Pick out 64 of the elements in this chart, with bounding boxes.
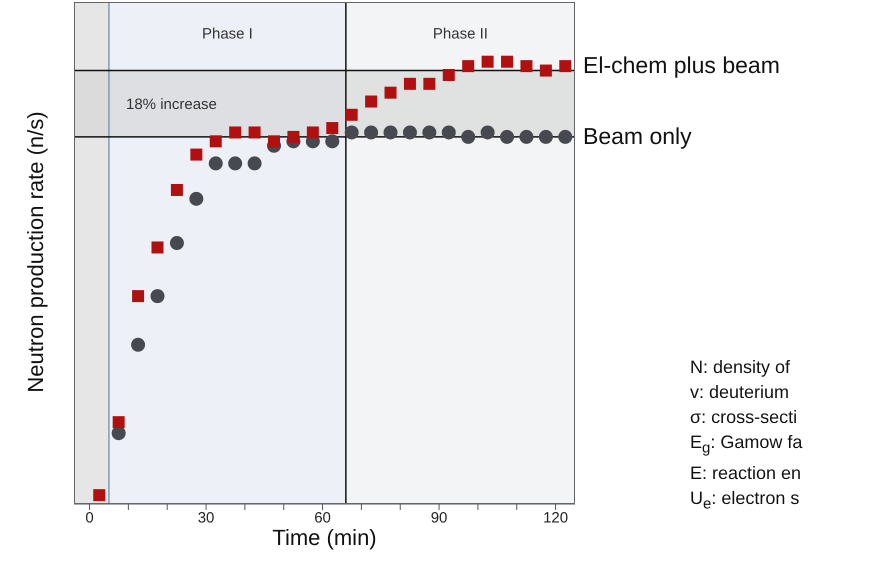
text: U$_{e}$: electron s [690, 486, 800, 514]
text: E$_{g}$: Gamow fa [690, 431, 802, 459]
x-tick-label: 120 [543, 510, 568, 527]
point [210, 135, 222, 148]
point [325, 134, 340, 148]
series-label: El-chem plus beam [583, 52, 780, 80]
band-label: 18% increase [126, 96, 217, 114]
x-axis-title: Time (min) [271, 525, 378, 551]
point [365, 96, 378, 108]
point [306, 126, 319, 138]
band-label: Phase II [432, 26, 488, 43]
point [422, 125, 436, 140]
point [132, 290, 144, 302]
text: N: density of [690, 356, 792, 379]
point [482, 56, 494, 68]
point [559, 60, 572, 72]
point [112, 416, 125, 428]
point [540, 64, 552, 77]
point [112, 426, 126, 440]
point [248, 126, 261, 138]
point [326, 122, 338, 134]
x-tick-label: 0 [85, 510, 94, 527]
point [480, 125, 495, 140]
point [364, 125, 378, 140]
point [344, 125, 359, 140]
point [248, 156, 262, 170]
point [461, 130, 476, 144]
point [520, 60, 532, 72]
point [442, 68, 455, 81]
point [268, 135, 280, 148]
point [93, 489, 106, 502]
x-tick-label: 60 [314, 510, 331, 527]
point [170, 236, 184, 250]
point [442, 125, 456, 140]
text: v: deuterium [690, 381, 790, 404]
x-tick-label: 30 [198, 510, 214, 527]
point [519, 130, 534, 144]
point [558, 130, 572, 144]
text: E: reaction en [690, 462, 802, 485]
point [346, 108, 358, 121]
point [501, 56, 514, 68]
x-tick-label: 90 [430, 510, 448, 527]
point [287, 130, 300, 143]
band-label: Phase I [202, 26, 253, 43]
point [229, 126, 242, 138]
point [150, 289, 164, 304]
y-axis-title: Neutron production rate (n/s) [23, 110, 49, 395]
series-label: Beam only [583, 122, 692, 150]
point [152, 241, 164, 254]
point [131, 338, 146, 352]
point [500, 130, 514, 144]
point [423, 78, 436, 90]
point [190, 148, 202, 161]
text: σ: cross-secti [690, 406, 798, 429]
point [189, 192, 204, 206]
point [384, 125, 398, 140]
point [538, 130, 553, 144]
point [404, 78, 416, 90]
point [208, 156, 223, 170]
point [402, 125, 417, 140]
point [170, 184, 183, 196]
point [462, 60, 474, 72]
point [384, 86, 397, 99]
point [228, 156, 242, 170]
